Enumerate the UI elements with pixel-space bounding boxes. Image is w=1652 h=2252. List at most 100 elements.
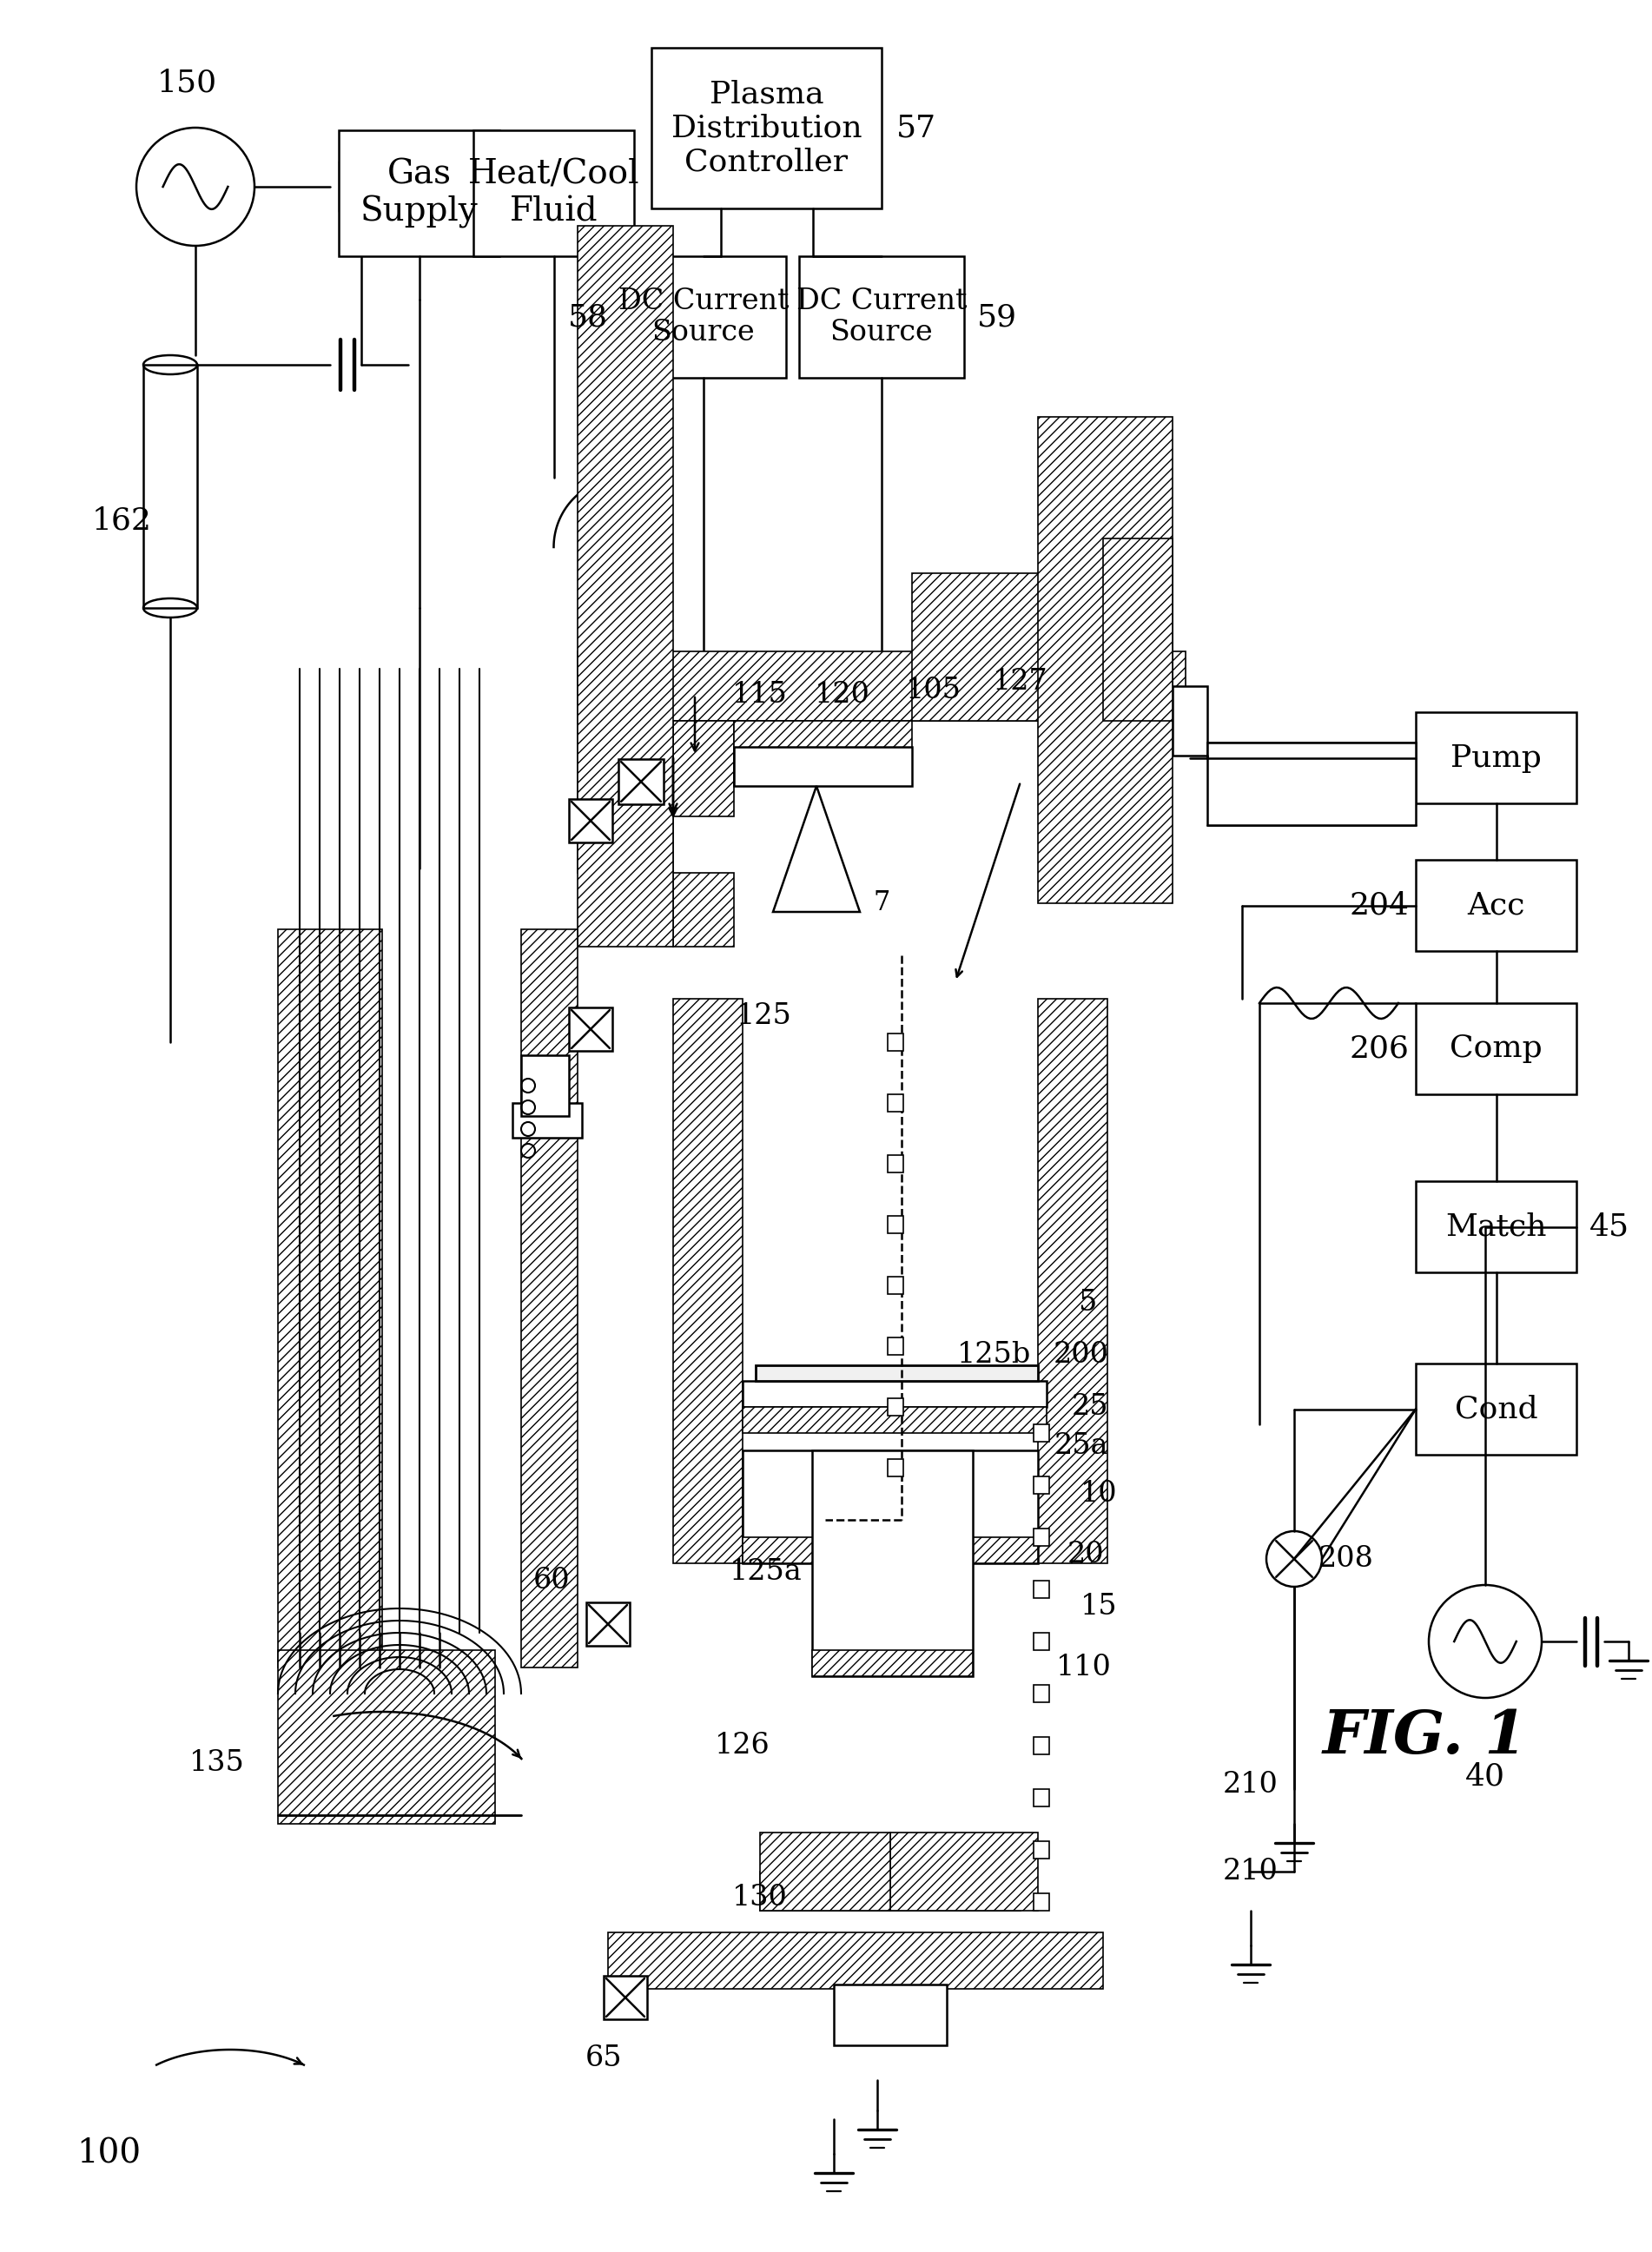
Bar	[1034, 1529, 1049, 1545]
Text: 40: 40	[1465, 1761, 1505, 1790]
Bar	[760, 1833, 890, 1910]
Text: 210: 210	[1222, 1858, 1279, 1885]
Text: Gas
Supply: Gas Supply	[360, 158, 477, 227]
Text: 5: 5	[1079, 1288, 1097, 1317]
Text: 59: 59	[976, 302, 1018, 331]
Bar	[1416, 860, 1576, 950]
Text: 200: 200	[1054, 1340, 1108, 1369]
Text: 150: 150	[157, 68, 216, 97]
Bar	[1037, 1000, 1107, 1563]
Bar	[1104, 538, 1173, 721]
Bar	[887, 1338, 904, 1356]
Bar	[887, 1277, 904, 1295]
Text: 25a: 25a	[1054, 1432, 1108, 1459]
Text: Plasma
Distribution
Controller: Plasma Distribution Controller	[671, 79, 862, 178]
Text: FIG. 1: FIG. 1	[1322, 1707, 1526, 1766]
Bar	[887, 1459, 904, 1477]
Bar	[568, 1007, 613, 1052]
Bar	[800, 257, 965, 378]
Bar	[578, 225, 672, 946]
Bar	[603, 1975, 648, 2020]
Bar	[760, 1871, 1021, 1910]
Text: DC Current
Source: DC Current Source	[796, 286, 966, 347]
Bar	[743, 1450, 1037, 1563]
Bar	[1037, 417, 1173, 903]
Bar	[755, 1365, 1037, 1380]
Bar	[1034, 1736, 1049, 1754]
Bar	[474, 131, 634, 257]
Text: 162: 162	[93, 507, 152, 536]
Text: 135: 135	[190, 1750, 244, 1777]
Text: 10: 10	[1080, 1480, 1117, 1507]
Bar	[672, 874, 733, 946]
Text: 45: 45	[1589, 1212, 1629, 1241]
Bar	[672, 1000, 743, 1563]
Bar	[813, 1450, 973, 1675]
Polygon shape	[773, 786, 861, 912]
Bar	[651, 47, 882, 209]
Bar	[144, 365, 197, 608]
Text: 57: 57	[897, 113, 937, 142]
Text: 120: 120	[814, 680, 871, 709]
Bar	[1034, 1633, 1049, 1651]
Bar	[520, 1056, 568, 1117]
Text: 110: 110	[1056, 1653, 1112, 1682]
Bar	[568, 799, 613, 842]
Text: Heat/Cool
Fluid: Heat/Cool Fluid	[468, 158, 639, 227]
Bar	[1034, 1477, 1049, 1493]
Bar	[608, 1932, 1104, 1989]
Text: 125b: 125b	[958, 1340, 1031, 1369]
Bar	[1416, 1362, 1576, 1455]
Bar	[912, 574, 1173, 721]
Text: DC Current
Source: DC Current Source	[618, 286, 790, 347]
Bar	[278, 930, 382, 1666]
Text: 125: 125	[737, 1002, 791, 1029]
Bar	[618, 759, 664, 804]
Bar	[1034, 1842, 1049, 1858]
Bar	[1416, 712, 1576, 804]
Text: 210: 210	[1222, 1770, 1279, 1799]
Bar	[339, 131, 499, 257]
Text: 206: 206	[1350, 1034, 1409, 1063]
Bar	[887, 1034, 904, 1052]
Bar	[1034, 1684, 1049, 1703]
Bar	[512, 1103, 582, 1137]
Bar	[520, 930, 578, 1666]
Bar	[578, 721, 672, 874]
Bar	[1416, 1002, 1576, 1094]
Bar	[1034, 1581, 1049, 1599]
Bar	[887, 1398, 904, 1417]
Bar	[1416, 1180, 1576, 1272]
Text: Acc: Acc	[1467, 890, 1525, 921]
Bar	[813, 1651, 973, 1675]
Text: 100: 100	[76, 2137, 140, 2171]
Bar	[672, 721, 733, 817]
Text: 125a: 125a	[730, 1558, 803, 1585]
Bar	[743, 1408, 1047, 1432]
Bar	[733, 721, 912, 786]
Text: 127: 127	[993, 669, 1047, 696]
Bar	[743, 1538, 1037, 1563]
Bar	[887, 1155, 904, 1173]
Text: 65: 65	[585, 2045, 623, 2072]
Bar	[733, 748, 912, 786]
Text: 20: 20	[1067, 1540, 1104, 1567]
Bar	[1034, 1423, 1049, 1441]
Bar	[586, 1603, 629, 1646]
Text: Pump: Pump	[1450, 743, 1541, 772]
Bar	[887, 1094, 904, 1112]
Bar	[1034, 1788, 1049, 1806]
Text: 60: 60	[534, 1567, 570, 1594]
Text: 208: 208	[1318, 1545, 1374, 1572]
Bar	[621, 257, 786, 378]
Bar	[1173, 687, 1208, 757]
Text: Match: Match	[1446, 1212, 1546, 1241]
Bar	[813, 1849, 973, 1876]
Text: 204: 204	[1350, 890, 1409, 921]
Text: 58: 58	[568, 302, 608, 331]
Bar	[890, 1833, 1037, 1910]
Bar	[1034, 1894, 1049, 1910]
Text: 7: 7	[874, 890, 890, 917]
Bar	[278, 1651, 496, 1824]
Bar	[1208, 743, 1416, 824]
